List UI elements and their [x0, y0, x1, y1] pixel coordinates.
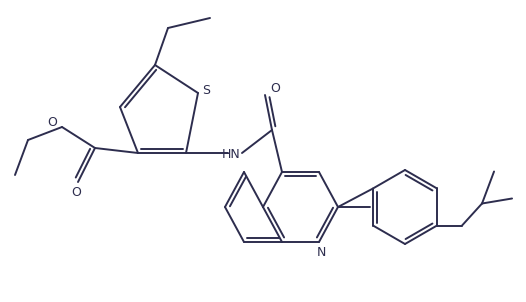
Text: HN: HN	[221, 147, 240, 160]
Text: O: O	[270, 82, 280, 95]
Text: O: O	[47, 117, 57, 130]
Text: N: N	[316, 246, 326, 259]
Text: S: S	[202, 83, 210, 97]
Text: O: O	[71, 185, 81, 198]
